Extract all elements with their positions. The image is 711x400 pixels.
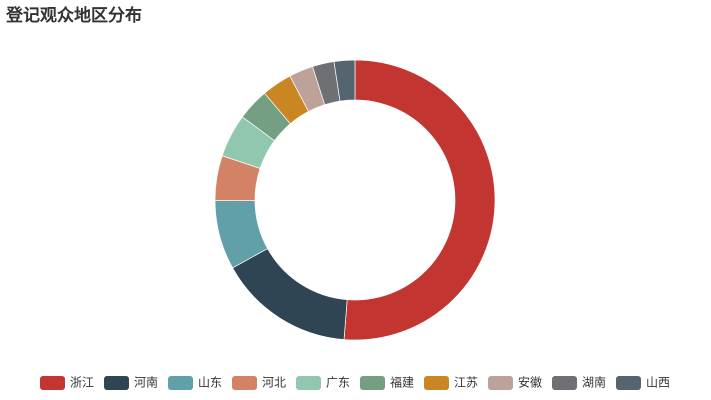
legend-swatch[interactable] [104, 376, 129, 390]
legend-label[interactable]: 福建 [390, 375, 414, 390]
chart-title: 登记观众地区分布 [5, 5, 142, 26]
legend-swatch[interactable] [360, 376, 385, 390]
legend-swatch[interactable] [40, 376, 65, 390]
legend-label[interactable]: 安徽 [518, 375, 542, 390]
legend-label[interactable]: 山东 [198, 376, 222, 390]
legend-swatch[interactable] [296, 376, 321, 390]
donut-slice [232, 248, 348, 340]
legend-swatch[interactable] [488, 376, 513, 390]
legend-label[interactable]: 河北 [262, 376, 286, 390]
legend-label[interactable]: 河南 [134, 375, 158, 390]
legend-swatch[interactable] [424, 376, 449, 390]
legend-swatch[interactable] [232, 376, 257, 390]
legend-swatch[interactable] [552, 376, 577, 390]
legend-swatch[interactable] [168, 376, 193, 390]
legend-label[interactable]: 湖南 [582, 375, 606, 390]
legend-label[interactable]: 山西 [646, 376, 670, 390]
legend-label[interactable]: 广东 [326, 376, 350, 390]
donut-slice [343, 59, 496, 341]
legend-swatch[interactable] [616, 376, 641, 390]
legend-label[interactable]: 浙江 [70, 376, 94, 390]
legend-label[interactable]: 江苏 [454, 376, 478, 390]
donut-slice [333, 59, 356, 102]
